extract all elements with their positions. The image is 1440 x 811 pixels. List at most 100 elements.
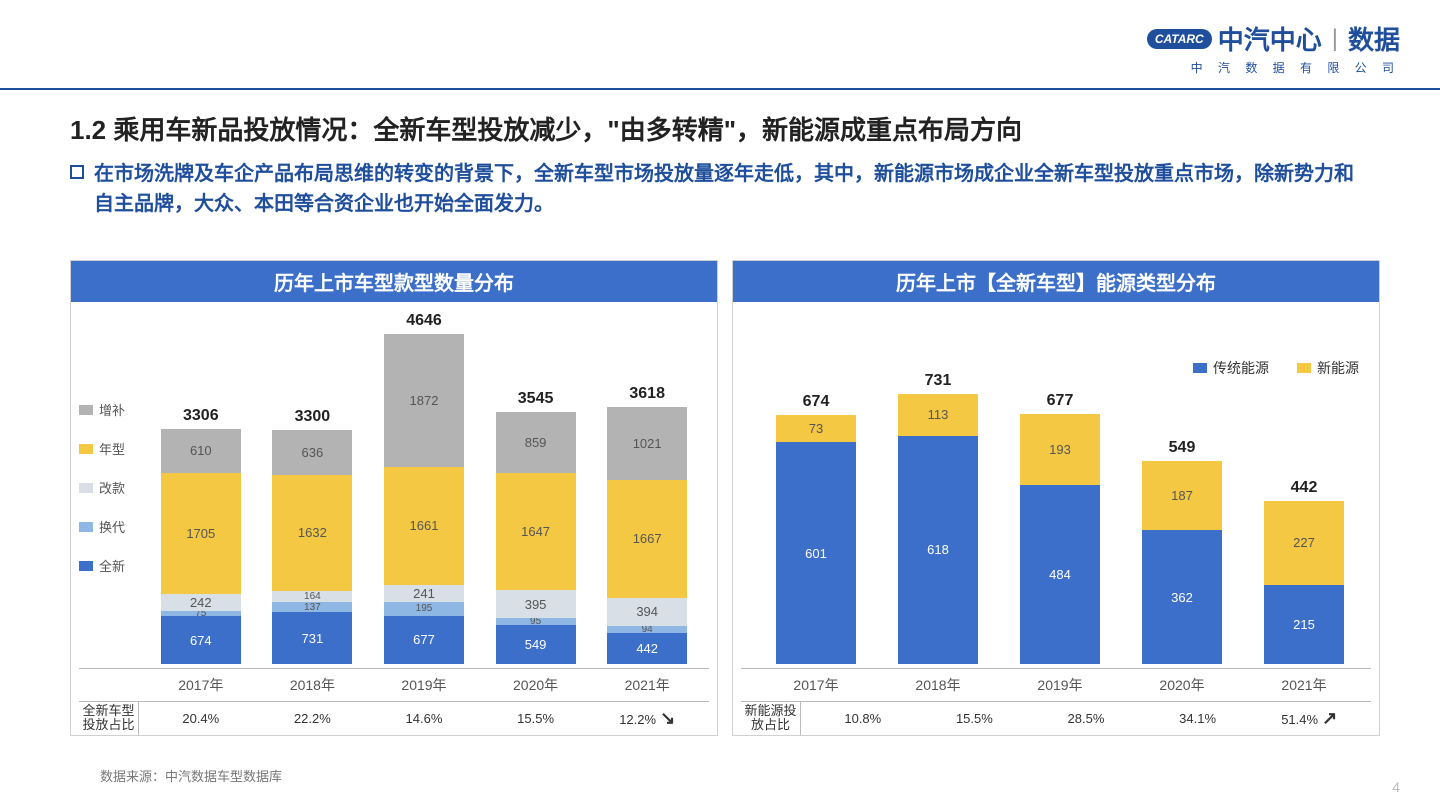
- ratio-value: 28.5%: [1041, 711, 1131, 726]
- chart2-legend: 传统能源 新能源: [1193, 358, 1359, 378]
- xaxis-label: 2017年: [156, 675, 246, 695]
- section-title: 1.2 乘用车新品投放情况：全新车型投放减少，"由多转精"，新能源成重点布局方向: [70, 110, 1370, 147]
- bar-segment: 164: [272, 591, 352, 603]
- bar-total-label: 677: [1047, 392, 1074, 410]
- ratio-value: 15.5%: [491, 711, 581, 726]
- bar-stack: 7311371641632636: [272, 430, 352, 664]
- xaxis-label: 2017年: [771, 675, 861, 695]
- chart1-legend: 增补年型改款换代全新: [79, 312, 139, 664]
- bar-segment: 601: [776, 442, 856, 664]
- bar-segment: 95: [496, 618, 576, 625]
- xaxis-label: 2019年: [379, 675, 469, 695]
- bar-segment: 1705: [161, 473, 241, 594]
- bar-column: 677 484193: [1015, 392, 1105, 664]
- description-text: 在市场洗牌及车企产品布局思维的转变的背景下，全新车型市场投放量逐年走低，其中，新…: [94, 159, 1370, 219]
- bar-stack: 60173: [776, 415, 856, 664]
- trend-arrow-icon: ↘: [660, 708, 675, 728]
- bullet-icon: [70, 165, 84, 179]
- bar-total-label: 731: [925, 372, 952, 390]
- bar-segment: 442: [607, 633, 687, 664]
- bar-column: 4646 67719524116611872: [379, 312, 469, 664]
- ratio-value: 14.6%: [379, 711, 469, 726]
- bar-column: 67460173: [771, 393, 861, 664]
- bar-column: 442 215227: [1259, 479, 1349, 664]
- chart2-panel: 历年上市【全新车型】能源类型分布 传统能源新能源 674601737316181…: [732, 260, 1380, 736]
- bar-total-label: 549: [1169, 439, 1196, 457]
- bar-total-label: 442: [1291, 479, 1318, 497]
- bar-column: 731 618113: [893, 372, 983, 664]
- chart2-xaxis-labels: 2017年2018年2019年2020年2021年: [749, 669, 1371, 701]
- bar-column: 33007311371641632636: [267, 408, 357, 664]
- bar-stack: 362187: [1142, 461, 1222, 664]
- bar-stack: 67719524116611872: [384, 334, 464, 664]
- bar-stack: 618113: [898, 394, 978, 664]
- chart1-xaxis-labels: 2017年 2018年 2019年 2020年 2021年: [139, 669, 709, 701]
- ratio-value: 10.8%: [818, 711, 908, 726]
- bar-segment: 1021: [607, 407, 687, 480]
- description-row: 在市场洗牌及车企产品布局思维的转变的背景下，全新车型市场投放量逐年走低，其中，新…: [70, 159, 1370, 219]
- bar-total-label: 3618: [629, 385, 665, 403]
- chart1-title: 历年上市车型款型数量分布: [71, 261, 717, 302]
- bar-segment: 1632: [272, 475, 352, 591]
- bar-segment: 195: [384, 602, 464, 616]
- legend-item: 全新: [79, 556, 131, 575]
- bar-segment: 636: [272, 430, 352, 475]
- bar-segment: 731: [272, 612, 352, 664]
- bar-segment: 94: [607, 626, 687, 633]
- chart2-bars: 67460173 731 618113 677 484193 549 362187 442 21…: [749, 372, 1371, 664]
- charts-row: 历年上市车型款型数量分布 增补年型改款换代全新 3306674752421705…: [70, 260, 1380, 736]
- chart1-ratio-values: 20.4%22.2%14.6%15.5%12.2%↘: [139, 702, 709, 735]
- chart2-xaxis: 2017年2018年2019年2020年2021年: [741, 668, 1371, 701]
- bar-segment: 242: [161, 594, 241, 611]
- xaxis-label: 2019年: [1015, 675, 1105, 695]
- bar-stack: 484193: [1020, 414, 1100, 664]
- bar-segment: 674: [161, 616, 241, 664]
- bar-segment: 859: [496, 412, 576, 473]
- logo-text-sub: 数据: [1348, 20, 1400, 57]
- xaxis-label: 2018年: [267, 675, 357, 695]
- chart1-panel: 历年上市车型款型数量分布 增补年型改款换代全新 3306674752421705…: [70, 260, 718, 736]
- bar-total-label: 3545: [518, 390, 554, 408]
- bar-segment: 113: [898, 394, 978, 436]
- brand-logo: CATARC 中汽中心 | 数据 中 汽 数 据 有 限 公 司: [1147, 20, 1400, 76]
- bar-column: 3306674752421705610: [156, 407, 246, 664]
- chart2-ratio-values: 10.8%15.5%28.5%34.1%51.4%↗: [801, 702, 1371, 735]
- logo-badge: CATARC: [1147, 29, 1212, 49]
- bar-segment: 1872: [384, 334, 464, 467]
- bar-total-label: 4646: [406, 312, 442, 330]
- bar-segment: 677: [384, 616, 464, 664]
- bar-segment: 362: [1142, 530, 1222, 664]
- bar-stack: 215227: [1264, 501, 1344, 664]
- trend-arrow-icon: ↗: [1322, 708, 1337, 728]
- ratio-value: 34.1%: [1153, 711, 1243, 726]
- chart1-ratio-row: 全新车型投放占比 20.4%22.2%14.6%15.5%12.2%↘: [79, 701, 709, 735]
- legend-item: 改款: [79, 478, 131, 497]
- page-number: 4: [1392, 779, 1400, 795]
- legend-item: 传统能源: [1193, 358, 1269, 378]
- chart1-body: 增补年型改款换代全新 33066747524217056103300731137…: [71, 302, 717, 735]
- logo-divider: |: [1332, 25, 1338, 53]
- chart1-ratio-label: 全新车型投放占比: [79, 702, 139, 735]
- xaxis-label: 2021年: [1259, 675, 1349, 695]
- legend-item: 年型: [79, 439, 131, 458]
- bar-stack: 674752421705610: [161, 429, 241, 664]
- legend-item: 换代: [79, 517, 131, 536]
- bar-column: 3545 549953951647859: [491, 390, 581, 664]
- bar-stack: 549953951647859: [496, 412, 576, 664]
- bar-segment: 610: [161, 429, 241, 472]
- ratio-value: 12.2%↘: [602, 708, 692, 729]
- chart1-plot: 增补年型改款换代全新 33066747524217056103300731137…: [79, 312, 709, 664]
- xaxis-label: 2021年: [602, 675, 692, 695]
- legend-item: 新能源: [1297, 358, 1359, 378]
- bar-column: 36184429439416671021: [602, 385, 692, 664]
- bar-segment: 1667: [607, 480, 687, 598]
- bar-column: 549 362187: [1137, 439, 1227, 664]
- xaxis-label: 2020年: [491, 675, 581, 695]
- bar-segment: 618: [898, 436, 978, 664]
- bar-segment: 549: [496, 625, 576, 664]
- chart1-xaxis: 2017年 2018年 2019年 2020年 2021年: [79, 668, 709, 701]
- bar-stack: 4429439416671021: [607, 407, 687, 664]
- bar-segment: 1661: [384, 467, 464, 585]
- ratio-value: 51.4%↗: [1264, 708, 1354, 729]
- bar-segment: 73: [776, 415, 856, 442]
